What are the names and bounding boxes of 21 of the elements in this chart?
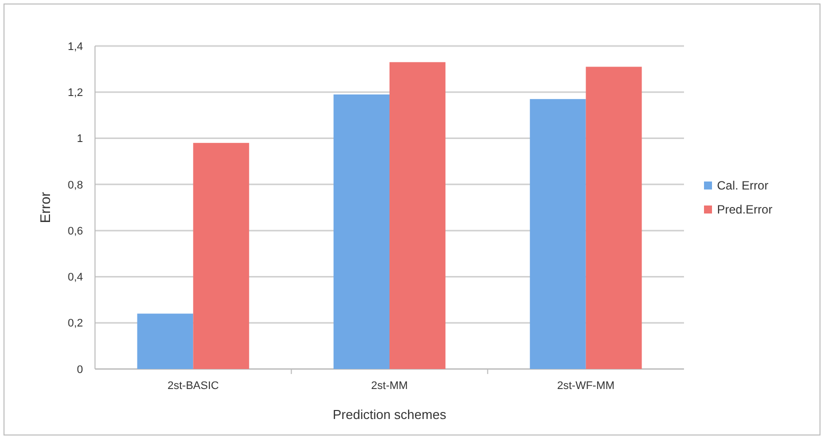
- y-tick-label: 0,2: [68, 318, 83, 330]
- y-tick-label: 1,4: [68, 40, 83, 53]
- y-tick-label: 1,2: [68, 86, 83, 99]
- bar: [390, 62, 446, 369]
- legend-label: Pred.Error: [717, 202, 772, 217]
- bar: [137, 314, 194, 369]
- bar: [334, 94, 390, 369]
- y-tick-label: 1: [76, 133, 83, 146]
- y-axis-title: Error: [37, 192, 53, 224]
- legend-label: Cal. Error: [717, 178, 768, 193]
- bar: [193, 142, 250, 369]
- bar: [586, 66, 642, 369]
- x-tick-label: 2st-WF-MM: [557, 380, 615, 392]
- y-tick-label: 0,4: [68, 272, 83, 284]
- y-tick-label: 0,6: [68, 225, 83, 238]
- y-tick-label: 0,8: [68, 179, 83, 192]
- x-tick-label: 2st-MM: [371, 380, 408, 392]
- y-tick-label: 0: [76, 364, 83, 376]
- bar: [530, 99, 586, 369]
- x-tick-label: 2st-BASIC: [167, 380, 219, 392]
- x-axis-title: Prediction schemes: [332, 407, 447, 422]
